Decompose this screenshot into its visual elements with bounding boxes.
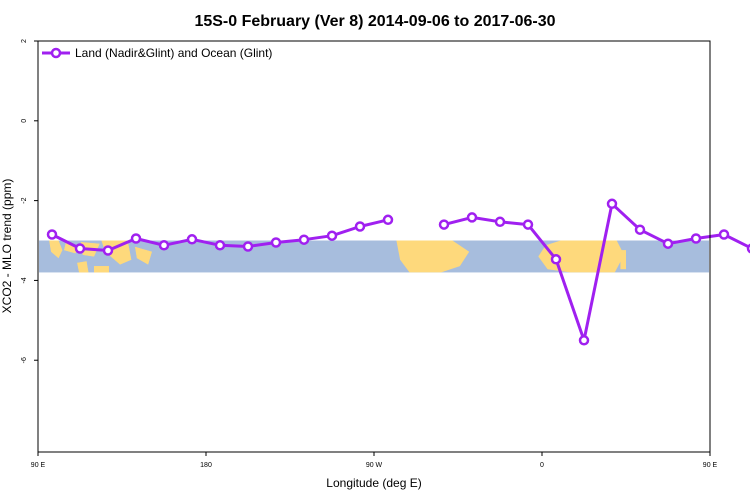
legend-marker (50, 47, 62, 59)
data-point-0-0-6 (214, 240, 226, 251)
data-point-0-1-8 (662, 238, 674, 249)
data-point-0-1-0 (438, 219, 450, 230)
data-point-0-0-8 (270, 237, 282, 248)
x-tick-label-1: 180 (200, 462, 212, 469)
y-axis-label: XCO2 - MLO trend (ppm) (0, 179, 14, 314)
data-point-0-1-10 (718, 229, 730, 240)
x-tick-label-0: 90 E (31, 462, 46, 469)
y-tick-label-3: -4 (21, 277, 28, 283)
data-point-0-0-1 (74, 243, 86, 254)
y-tick-label-4: -6 (21, 357, 28, 363)
data-point-0-0-12 (382, 214, 394, 226)
data-point-0-0-9 (298, 234, 310, 245)
y-tick-label-0: 2 (21, 39, 28, 43)
data-point-0-1-1 (466, 212, 478, 223)
legend: Land (Nadir&Glint) and Ocean (Glint) (42, 46, 272, 60)
y-axis: 2 0 -2 -4 -6 (21, 39, 38, 363)
data-point-0-0-7 (242, 241, 254, 252)
series-layer (46, 198, 750, 346)
x-tick-label-4: 90 E (703, 462, 718, 469)
data-point-0-0-3 (130, 233, 142, 244)
land-shape-16 (94, 266, 109, 273)
data-point-0-0-10 (326, 230, 338, 241)
land-shape-7 (396, 240, 470, 273)
data-point-0-0-2 (102, 245, 114, 256)
land-shape-8 (538, 240, 625, 273)
data-point-0-0-4 (158, 240, 170, 251)
data-point-0-1-2 (494, 216, 506, 228)
x-tick-label-2: 90 W (366, 462, 383, 469)
chart-title: 15S-0 February (Ver 8) 2014-09-06 to 201… (194, 13, 555, 30)
land-shape-10 (49, 240, 63, 259)
map-band (39, 240, 709, 273)
land-shape-14 (135, 246, 152, 265)
data-point-0-1-7 (634, 224, 646, 235)
data-point-0-0-0 (46, 229, 58, 240)
land-shape-15 (77, 261, 89, 273)
data-point-0-0-11 (354, 221, 366, 232)
x-tick-label-3: 0 (540, 462, 544, 469)
data-point-0-1-5 (578, 335, 590, 346)
y-tick-label-2: -2 (21, 197, 28, 203)
data-point-0-0-5 (186, 234, 198, 245)
data-point-0-1-6 (606, 198, 618, 210)
land-shape-9 (620, 250, 626, 270)
x-axis-label: Longitude (deg E) (326, 476, 421, 490)
legend-label: Land (Nadir&Glint) and Ocean (Glint) (75, 46, 272, 60)
x-axis: 90 E 180 90 W 0 90 E (31, 452, 718, 469)
data-point-0-1-3 (522, 219, 534, 230)
data-point-0-1-4 (550, 254, 562, 265)
y-tick-label-1: 0 (21, 119, 28, 123)
data-point-0-1-9 (690, 233, 702, 244)
